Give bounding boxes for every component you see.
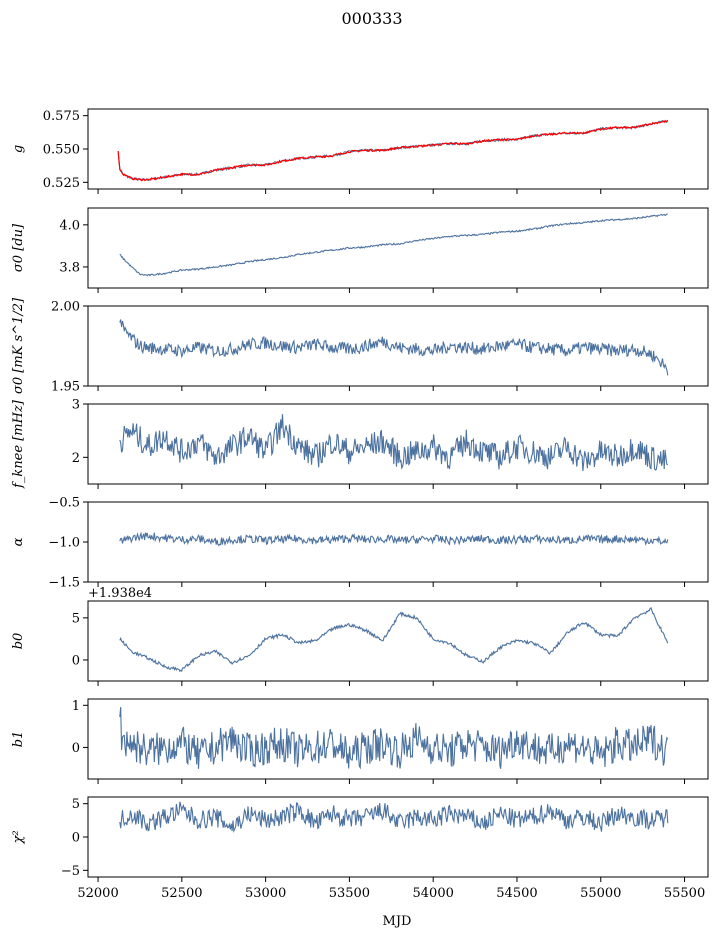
axes-frame-6 — [87, 600, 709, 682]
subplot-stack: 0.525 0.550 0.575 g 3.8 4.0 σ0 [du] 1.95 2.00 σ0 … — [11, 108, 709, 901]
series-line-1-1 — [117, 120, 669, 182]
y-tick-label-2-1: 3.8 — [59, 260, 80, 275]
y-axis-label-6: b0 — [11, 633, 26, 650]
series-line-8-1 — [119, 801, 669, 834]
y-tick-label-3-1: 1.95 — [51, 380, 80, 395]
y-tick-label-1-2: 0.550 — [43, 143, 80, 158]
y-tick-label-5-3: −0.5 — [48, 496, 80, 511]
axes-frame-4 — [87, 403, 709, 485]
y-tick-label-2-2: 4.0 — [59, 218, 80, 233]
subplot-1: 0.525 0.550 0.575 g — [11, 108, 709, 194]
axes-frame-5 — [87, 501, 709, 583]
y-axis-label-2: σ0 [du] — [11, 223, 26, 272]
y-axis-label-7: b1 — [11, 731, 26, 748]
x-tick-label-1: 52000 — [77, 886, 118, 901]
x-tick-label-3: 53000 — [245, 886, 286, 901]
subplot-3: 1.95 2.00 σ0 [mK s^1/2] — [11, 297, 709, 395]
axes-frame-3 — [87, 305, 709, 387]
x-tick-label-5: 54000 — [413, 886, 454, 901]
y-tick-label-1-3: 0.575 — [43, 109, 80, 124]
y-tick-label-6-1: 0 — [72, 653, 80, 668]
y-tick-label-4-2: 3 — [72, 398, 80, 413]
y-tick-label-8-1: −5 — [61, 864, 80, 879]
y-tick-label-7-1: 0 — [72, 741, 80, 756]
y-axis-label-4: f_knee [mHz] — [11, 399, 26, 489]
subplot-4: 2 3 f_knee [mHz] — [11, 398, 709, 489]
axes-frame-7 — [87, 698, 709, 780]
y-tick-label-5-2: −1.0 — [48, 536, 80, 551]
series-line-4-1 — [119, 414, 669, 472]
x-axis-label: MJD — [383, 914, 412, 929]
y-tick-label-5-1: −1.5 — [48, 576, 80, 591]
subplot-8: −5 0 5 52000 52500 53000 53500 54000 54500 55000 5… — [11, 796, 709, 901]
y-tick-label-7-2: 1 — [72, 699, 80, 714]
subplot-6: 0 5 b0 +1.938e4 — [11, 586, 709, 686]
x-tick-label-2: 52500 — [161, 886, 202, 901]
series-line-3-1 — [119, 319, 669, 376]
y-tick-label-8-2: 0 — [72, 831, 80, 846]
series-line-2-1 — [119, 213, 668, 277]
y-axis-label-5: α — [11, 537, 26, 546]
fit-line-red — [117, 119, 669, 182]
y-axis-label-3: σ0 [mK s^1/2] — [11, 297, 26, 394]
x-tick-label-7: 55000 — [580, 886, 621, 901]
subplot-2: 3.8 4.0 σ0 [du] — [11, 207, 709, 293]
y-axis-label-1: g — [11, 145, 26, 153]
subplot-7: 0 1 b1 — [11, 698, 709, 784]
y-tick-label-1-1: 0.525 — [43, 176, 80, 191]
y-tick-label-8-3: 5 — [72, 797, 80, 812]
series-line-7-1 — [119, 707, 669, 770]
x-tick-label-4: 53500 — [329, 886, 370, 901]
axes-frame-2 — [87, 207, 709, 289]
x-tick-label-8: 55500 — [664, 886, 705, 901]
figure-title: 000333 — [341, 9, 402, 28]
y-tick-label-6-2: 5 — [72, 611, 80, 626]
series-line-6-1 — [119, 607, 669, 673]
y-tick-label-3-2: 2.00 — [51, 300, 80, 315]
y-axis-label-8: χ² — [11, 830, 26, 844]
subplot-5: −1.5 −1.0 −0.5 α — [11, 496, 709, 591]
x-tick-label-6: 54500 — [496, 886, 537, 901]
offset-text: +1.938e4 — [88, 586, 152, 601]
y-tick-label-4-1: 2 — [72, 451, 80, 466]
series-line-5-1 — [119, 531, 669, 547]
